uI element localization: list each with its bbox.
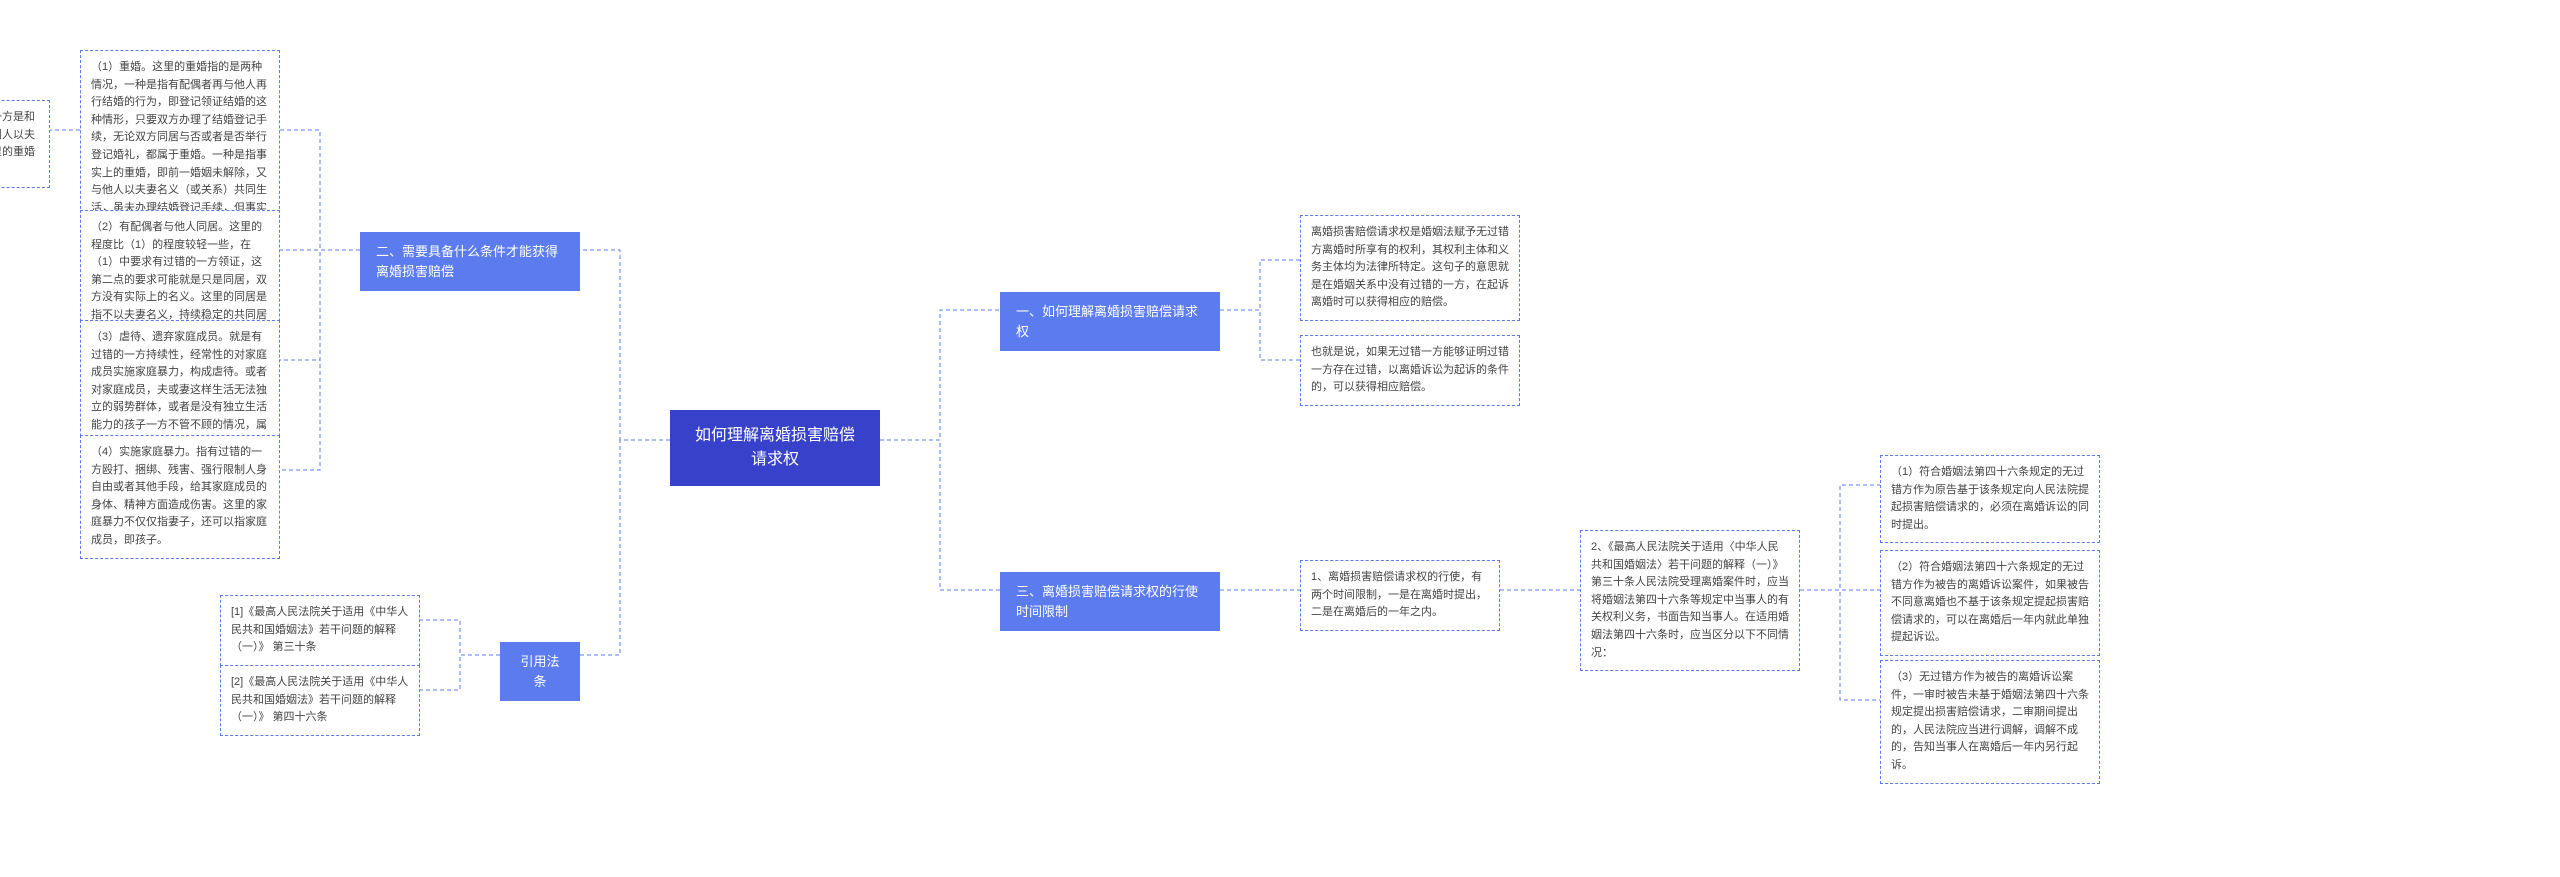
section2-label: 二、需要具备什么条件才能获得离婚损害赔偿: [376, 244, 558, 279]
section2-node: 二、需要具备什么条件才能获得离婚损害赔偿: [360, 232, 580, 291]
citations-label: 引用法条: [520, 654, 559, 689]
section3-leaf3: （3）无过错方作为被告的离婚诉讼案件，一审时被告未基于婚姻法第四十六条规定提出损…: [1880, 660, 2100, 784]
section1-label: 一、如何理解离婚损害赔偿请求权: [1016, 304, 1198, 339]
section2-leaf1-side: 也就是说，不管有过错一方是和别人领证还是事实上和别人以夫妻名义同居，都属于这里的…: [0, 100, 50, 188]
center-label: 如何理解离婚损害赔偿请求权: [695, 427, 855, 468]
section2-leaf4: （4）实施家庭暴力。指有过错的一方殴打、捆绑、残害、强行限制人身自由或者其他手段…: [80, 435, 280, 559]
center-node: 如何理解离婚损害赔偿请求权: [670, 410, 880, 486]
section1-leaf1: 离婚损害赔偿请求权是婚姻法赋予无过错方离婚时所享有的权利，其权利主体和义务主体均…: [1300, 215, 1520, 321]
section3-mid2: 2、《最高人民法院关于适用〈中华人民共和国婚姻法〉若干问题的解释（一）》第三十条…: [1580, 530, 1800, 671]
connector-lines: [0, 0, 2560, 877]
citations-leaf2: [2]《最高人民法院关于适用《中华人民共和国婚姻法》若干问题的解释（一）》 第四…: [220, 665, 420, 736]
citations-leaf1: [1]《最高人民法院关于适用《中华人民共和国婚姻法》若干问题的解释（一）》 第三…: [220, 595, 420, 666]
section1-leaf2: 也就是说，如果无过错一方能够证明过错一方存在过错，以离婚诉讼为起诉的条件的，可以…: [1300, 335, 1520, 406]
section3-leaf2: （2）符合婚姻法第四十六条规定的无过错方作为被告的离婚诉讼案件，如果被告不同意离…: [1880, 550, 2100, 656]
section3-node: 三、离婚损害赔偿请求权的行使时间限制: [1000, 572, 1220, 631]
section3-label: 三、离婚损害赔偿请求权的行使时间限制: [1016, 584, 1198, 619]
section3-leaf1: （1）符合婚姻法第四十六条规定的无过错方作为原告基于该条规定向人民法院提起损害赔…: [1880, 455, 2100, 543]
section3-mid1: 1、离婚损害赔偿请求权的行使，有两个时间限制，一是在离婚时提出，二是在离婚后的一…: [1300, 560, 1500, 631]
citations-node: 引用法条: [500, 642, 580, 701]
section1-node: 一、如何理解离婚损害赔偿请求权: [1000, 292, 1220, 351]
